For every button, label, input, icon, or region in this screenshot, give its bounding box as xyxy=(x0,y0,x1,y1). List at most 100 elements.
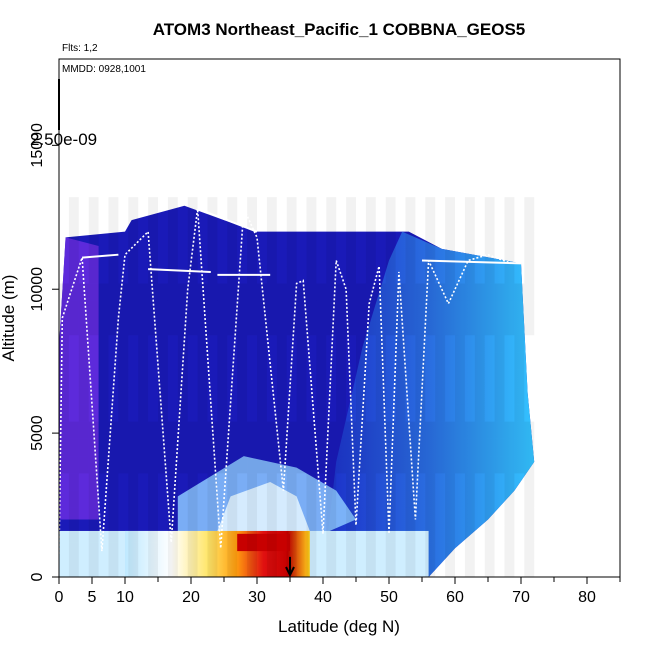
heatmap-cell xyxy=(68,231,79,249)
heatmap-cell xyxy=(385,525,396,543)
heatmap-cell xyxy=(395,318,406,336)
heatmap-cell xyxy=(138,352,149,370)
heatmap-cell xyxy=(276,300,287,318)
heatmap-cell xyxy=(266,438,277,457)
heatmap-cell xyxy=(227,490,238,508)
heatmap-cell xyxy=(158,318,168,336)
heatmap-cell xyxy=(346,197,356,215)
y-tick-label: 10000 xyxy=(29,267,46,312)
heatmap-cell xyxy=(217,404,228,422)
heatmap-cell xyxy=(59,387,69,405)
heatmap-cell xyxy=(148,456,158,474)
heatmap-cell xyxy=(484,559,495,577)
heatmap-cell xyxy=(68,525,79,543)
heatmap-cell xyxy=(356,283,366,301)
heatmap-cell xyxy=(257,369,267,388)
heatmap-cell xyxy=(445,266,455,284)
heatmap-cell xyxy=(286,318,297,336)
heatmap-cell xyxy=(88,490,99,508)
heatmap-cell xyxy=(118,456,129,474)
heatmap-cell xyxy=(148,438,158,457)
heatmap-cell xyxy=(98,387,109,405)
heatmap-cell xyxy=(177,300,188,318)
heatmap-cell xyxy=(266,473,277,491)
heatmap-cell xyxy=(365,525,376,543)
heatmap-cell xyxy=(78,369,89,388)
heatmap-cell xyxy=(257,456,267,474)
heatmap-cell xyxy=(237,387,248,405)
heatmap-cell xyxy=(336,421,347,439)
heatmap-cell xyxy=(138,300,149,318)
heatmap-cell xyxy=(78,300,89,318)
heatmap-cell xyxy=(167,542,178,560)
heatmap-cell xyxy=(405,231,416,249)
heatmap-cell xyxy=(227,473,238,491)
heatmap-cell xyxy=(494,421,505,439)
heatmap-cell xyxy=(177,283,188,301)
heatmap-cell xyxy=(257,352,267,370)
heatmap-cell xyxy=(247,231,257,249)
heatmap-cell xyxy=(148,559,158,577)
heatmap-cell xyxy=(375,352,386,370)
heatmap-cell xyxy=(227,525,238,543)
heatmap-cell xyxy=(524,214,535,232)
heatmap-cell xyxy=(108,197,119,215)
heatmap-cell xyxy=(365,473,376,491)
heatmap-cell xyxy=(177,318,188,336)
heatmap-cell xyxy=(108,559,119,577)
heatmap-cell xyxy=(177,369,188,388)
heatmap-cell xyxy=(474,438,485,457)
heatmap-cell xyxy=(266,318,277,336)
heatmap-cell xyxy=(455,352,465,370)
heatmap-cell xyxy=(346,542,356,560)
heatmap-cell xyxy=(158,438,168,457)
heatmap-cell xyxy=(286,214,297,232)
heatmap-cell xyxy=(464,456,475,474)
heatmap-cell xyxy=(68,438,79,457)
heatmap-cell xyxy=(276,283,287,301)
heatmap-cell xyxy=(316,318,327,336)
heatmap-cell xyxy=(59,283,69,301)
heatmap-cell xyxy=(425,525,436,543)
heatmap-cell xyxy=(474,335,485,353)
heatmap-cell xyxy=(88,266,99,284)
heatmap-cell xyxy=(445,542,455,560)
heatmap-cell xyxy=(227,248,238,267)
heatmap-cell xyxy=(68,318,79,336)
heatmap-cell xyxy=(187,231,198,249)
heatmap-cell xyxy=(474,318,485,336)
heatmap-cell xyxy=(237,352,248,370)
heatmap-cell xyxy=(365,456,376,474)
heatmap-cell xyxy=(227,507,238,526)
heatmap-cell xyxy=(425,421,436,439)
heatmap-cell xyxy=(148,507,158,526)
heatmap-cell xyxy=(326,456,337,474)
heatmap-cell xyxy=(306,300,317,318)
heatmap-cell xyxy=(257,387,267,405)
heatmap-cell xyxy=(484,438,495,457)
heatmap-cell xyxy=(405,248,416,267)
date-note: MMDD: 0928,1001 xyxy=(62,64,146,75)
heatmap-cell xyxy=(128,300,139,318)
heatmap-cell xyxy=(425,300,436,318)
heatmap-cell xyxy=(445,525,455,543)
heatmap-cell xyxy=(167,559,178,577)
heatmap-cell xyxy=(504,214,515,232)
heatmap-cell xyxy=(435,421,446,439)
heatmap-cell xyxy=(425,456,436,474)
heatmap-cell xyxy=(59,335,69,353)
heatmap-cell xyxy=(405,283,416,301)
heatmap-cell xyxy=(316,300,327,318)
heatmap-cell xyxy=(266,421,277,439)
heatmap-cell xyxy=(266,248,277,267)
heatmap-cell xyxy=(435,369,446,388)
heatmap-cell xyxy=(197,438,208,457)
heatmap-cell xyxy=(474,352,485,370)
heatmap-cell xyxy=(217,300,228,318)
heatmap-cell xyxy=(167,318,178,336)
heatmap-cell xyxy=(375,438,386,457)
heatmap-cell xyxy=(266,490,277,508)
heatmap-cell xyxy=(128,559,139,577)
heatmap-cell xyxy=(237,456,248,474)
heatmap-cell xyxy=(306,248,317,267)
